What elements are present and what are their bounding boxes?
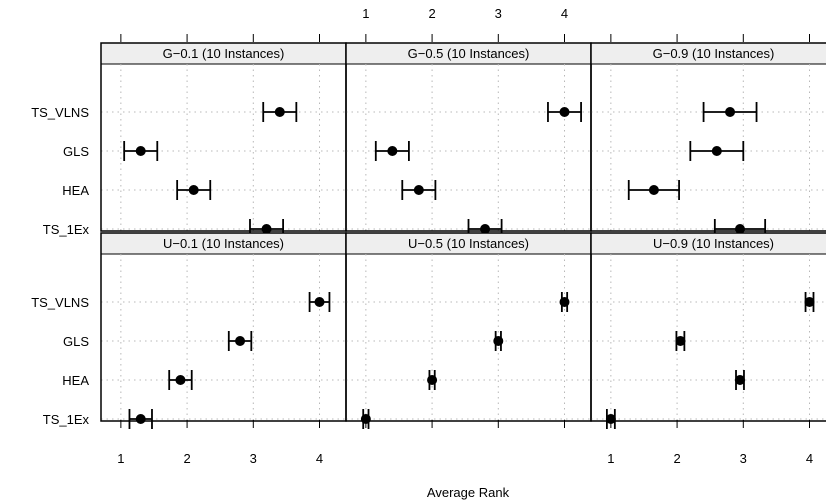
x-tick-label: 3 [495,6,502,21]
panel-border [345,232,592,422]
x-tick-label: 4 [561,6,568,21]
panel-border [100,232,347,422]
x-tick-label: 4 [316,451,323,466]
panel-border [100,42,347,232]
x-axis-title: Average Rank [427,485,510,500]
x-tick-label: 3 [740,451,747,466]
mean-point [648,185,659,195]
mean-point [314,297,325,307]
method-label: TS_1Ex [43,222,90,237]
method-label: HEA [62,183,89,198]
x-tick-label: 1 [117,451,124,466]
panel-border [590,232,826,422]
panel-title: G−0.9 (10 Instances) [653,46,775,61]
panel-title: G−0.1 (10 Instances) [163,46,285,61]
panel-title: G−0.5 (10 Instances) [408,46,530,61]
mean-point [734,375,745,385]
mean-point [493,336,504,346]
mean-point [235,336,246,346]
x-tick-label: 2 [428,6,435,21]
panel-title: U−0.5 (10 Instances) [408,236,529,251]
mean-point [711,146,722,156]
mean-point [135,414,146,424]
method-label: TS_1Ex [43,412,90,427]
x-tick-label: 2 [673,451,680,466]
x-tick-label: 3 [250,451,257,466]
panel-title: U−0.1 (10 Instances) [163,236,284,251]
mean-point [135,146,146,156]
mean-point [675,336,686,346]
method-label: HEA [62,373,89,388]
mean-point [175,375,186,385]
mean-point [188,185,199,195]
panel-title: U−0.9 (10 Instances) [653,236,774,251]
method-label: GLS [63,334,89,349]
mean-point [559,297,570,307]
x-tick-label: 2 [183,451,190,466]
x-tick-label: 1 [607,451,614,466]
method-label: TS_VLNS [31,295,89,310]
mean-point [427,375,438,385]
panel-border [590,42,826,232]
x-tick-label: 1 [362,6,369,21]
method-label: TS_VLNS [31,105,89,120]
panel-border [345,42,592,232]
x-tick-label: 4 [806,451,813,466]
mean-point [804,297,815,307]
mean-point [387,146,398,156]
mean-point [559,107,570,117]
mean-point [725,107,736,117]
method-label: GLS [63,144,89,159]
mean-point [413,185,424,195]
mean-point [274,107,285,117]
